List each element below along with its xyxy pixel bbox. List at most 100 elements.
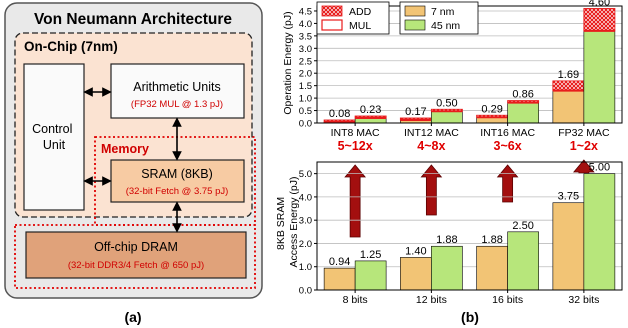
energy-ratio-annotations: 5~12x 4~8x 3~6x 1~2x — [338, 139, 598, 238]
top-chart-bars — [323, 8, 616, 124]
value-label: 0.23 — [360, 104, 381, 116]
category-label: INT12 MAC — [404, 127, 459, 139]
value-label: 4.60 — [589, 0, 610, 8]
value-label: 3.75 — [558, 191, 579, 203]
bar-mul-45nm — [507, 102, 539, 124]
value-label: 5.00 — [589, 162, 610, 174]
energy-ratio-arrow — [344, 164, 366, 238]
energy-ratio-arrow — [496, 164, 519, 203]
category-label: INT8 MAC — [331, 127, 380, 139]
sram-title: SRAM (8KB) — [141, 167, 213, 181]
bar-45nm — [583, 173, 616, 291]
bar-7nm — [400, 257, 432, 291]
legend-45nm-label: 45 nm — [431, 20, 460, 32]
ytick-label: 3.0 — [299, 44, 312, 55]
top-chart-ylabel: Operation Energy (pJ) — [282, 11, 294, 114]
architecture-title: Von Neumann Architecture — [34, 11, 232, 28]
caption-a: (a) — [124, 309, 141, 325]
energy-ratio-label: 4~8x — [417, 139, 445, 153]
bottom-chart-bars — [323, 173, 616, 291]
ytick-label: 0.0 — [299, 286, 312, 297]
dram-detail: (32-bit DDR3/4 Fetch @ 650 pJ) — [68, 260, 204, 271]
legend-add-swatch — [321, 5, 343, 17]
category-label: 32 bits — [568, 294, 599, 306]
ytick-label: 3.5 — [299, 31, 312, 42]
value-label: 0.08 — [329, 108, 350, 120]
bar-7nm — [552, 202, 585, 291]
bar-7nm — [476, 245, 508, 291]
ytick-label: 0.5 — [299, 106, 312, 117]
onchip-label: On-Chip (7nm) — [24, 39, 118, 54]
ytick-label: 4.0 — [299, 19, 312, 30]
value-label: 1.88 — [481, 234, 502, 246]
ytick-label: 4.0 — [299, 192, 312, 203]
value-label: 1.69 — [558, 69, 579, 81]
bottom-chart-ylabel-line-1: 8KB SRAM — [275, 197, 287, 250]
bottom-chart-yticks: 0.0 1.0 2.0 3.0 4.0 5.0 — [299, 169, 317, 297]
top-chart-legend-1: ADD MUL — [316, 1, 390, 35]
legend-mul-swatch — [321, 19, 343, 31]
legend-mul-label: MUL — [349, 20, 371, 32]
memory-label: Memory — [101, 142, 149, 156]
top-chart-value-labels: 0.08 0.23 0.17 0.50 0.29 0.86 1.69 4.60 — [329, 0, 610, 120]
top-chart-yticks: 0.0 0.51.0 1.52.0 2.53.0 3.54.0 4.5 — [299, 6, 317, 130]
ytick-label: 1.5 — [299, 81, 312, 92]
top-chart: Operation Energy (pJ) 0.0 0.51.0 1.52.0 2.5… — [282, 0, 623, 139]
value-label: 1.25 — [360, 249, 381, 261]
category-label: INT16 MAC — [480, 127, 535, 139]
legend-add-label: ADD — [349, 6, 372, 18]
ytick-label: 2.0 — [299, 239, 312, 250]
legend-45nm-swatch — [404, 19, 426, 31]
bar-45nm — [507, 231, 539, 291]
category-label: FP32 MAC — [558, 127, 610, 139]
value-label: 1.88 — [436, 234, 457, 246]
energy-ratio-label: 3~6x — [494, 139, 522, 153]
bar-mul-7nm — [552, 90, 585, 124]
bar-mul-45nm — [583, 30, 616, 124]
top-chart-legend-2: 7 nm 45 nm — [399, 1, 479, 35]
arithmetic-units-title: Arithmetic Units — [133, 80, 221, 94]
energy-ratio-arrow — [573, 159, 595, 174]
bar-45nm — [354, 260, 387, 291]
bottom-chart: 8KB SRAM Access Energy (pJ) 0.0 1.0 2.0 3.0… — [275, 161, 623, 306]
bottom-chart-categories: 8 bits 12 bits 16 bits 32 bits — [343, 290, 599, 306]
category-label: 12 bits — [416, 294, 447, 306]
panel-a: Von Neumann Architecture On-Chip (7nm) C… — [4, 2, 263, 325]
control-unit-line-1: Control — [32, 122, 72, 136]
ytick-label: 5.0 — [299, 169, 312, 180]
control-unit-label: Control Unit — [32, 122, 76, 152]
top-chart-categories: INT8 MAC INT12 MAC INT16 MAC FP32 MAC — [331, 123, 610, 139]
ytick-label: 2.5 — [299, 56, 312, 67]
ytick-label: 1.0 — [299, 94, 312, 105]
energy-ratio-arrow — [420, 164, 443, 216]
legend-7nm-swatch — [404, 5, 426, 17]
value-label: 0.29 — [481, 103, 502, 115]
arithmetic-units-detail: (FP32 MUL @ 1.3 pJ) — [131, 99, 223, 110]
ytick-label: 3.0 — [299, 216, 312, 227]
ytick-label: 1.0 — [299, 262, 312, 273]
value-label: 2.50 — [512, 220, 533, 232]
ytick-label: 0.0 — [299, 119, 312, 130]
bar-45nm — [431, 245, 463, 291]
control-unit-box — [23, 63, 85, 211]
bottom-chart-frame — [316, 161, 623, 291]
value-label: 0.94 — [329, 256, 350, 268]
caption-b: (b) — [461, 309, 479, 325]
energy-ratio-label: 5~12x — [338, 139, 373, 153]
bottom-chart-value-labels: 0.94 1.25 1.40 1.88 1.88 2.50 3.75 5.00 — [329, 162, 610, 268]
bar-mul-45nm — [431, 111, 463, 124]
panel-b: Operation Energy (pJ) 0.00.51.01.52.02.5… — [275, 0, 623, 325]
dram-box — [25, 231, 247, 279]
memory-region-lower — [14, 224, 256, 289]
ytick-label: 4.5 — [299, 6, 312, 17]
category-label: 16 bits — [492, 294, 523, 306]
sram-detail: (32-bit Fetch @ 3.75 pJ) — [126, 186, 229, 197]
control-unit-line-2: Unit — [43, 138, 66, 152]
bottom-chart-ylabel: 8KB SRAM Access Energy (pJ) — [275, 176, 300, 267]
bar-add-45nm — [583, 8, 616, 32]
bottom-chart-ylabel-line-2: Access Energy (pJ) — [288, 176, 300, 267]
value-label: 0.50 — [436, 97, 457, 109]
value-label: 0.86 — [512, 89, 533, 101]
dram-title: Off-chip DRAM — [94, 240, 178, 254]
